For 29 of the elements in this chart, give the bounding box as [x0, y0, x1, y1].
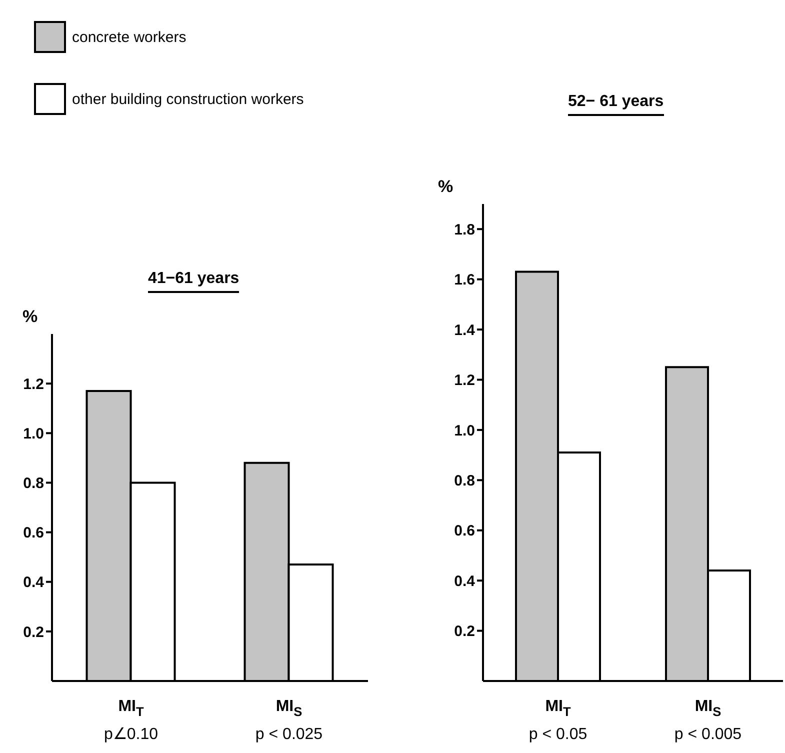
x-tick-label: MI$_{T}$: [545, 698, 571, 720]
chart-title: 41−61 years: [148, 270, 240, 293]
y-tick-label: 1.2: [23, 376, 44, 393]
y-tick-label: 1.0: [454, 422, 475, 440]
y-tick-label: 0.6: [454, 522, 475, 540]
y-tick-label: 0.4: [23, 574, 45, 592]
y-tick-label: 0.8: [23, 475, 44, 492]
chart-title: 52− 61 years: [568, 93, 664, 116]
legend-label: other building construction workers: [72, 90, 304, 108]
y-axis-title: %: [438, 177, 454, 196]
y-tick-label: 0.2: [23, 624, 44, 641]
y-axis-title: %: [22, 307, 38, 326]
y-tick-label: 1.4: [454, 322, 476, 339]
y-tick-label: 0.8: [454, 472, 475, 490]
y-tick-label: 0.4: [454, 572, 476, 590]
x-tick-label: MI$_{S}$: [694, 698, 722, 720]
y-tick-label: 0.2: [454, 623, 475, 640]
legend-label: concrete workers: [72, 28, 186, 46]
text: p < 0.005: [674, 726, 742, 743]
y-tick-label: 1.2: [454, 372, 475, 390]
x-tick-label: MI$_{S}$: [276, 698, 303, 720]
y-tick-label: 1.0: [23, 425, 44, 442]
y-tick-label: 1.8: [454, 221, 475, 238]
x-tick-label: MI$_{T}$: [118, 698, 144, 720]
text: p < 0.05: [528, 726, 588, 743]
text: p∠0.10: [104, 726, 158, 743]
y-tick-label: 0.6: [23, 524, 44, 542]
text: p < 0.025: [255, 726, 323, 743]
y-tick-label: 1.6: [454, 272, 475, 289]
